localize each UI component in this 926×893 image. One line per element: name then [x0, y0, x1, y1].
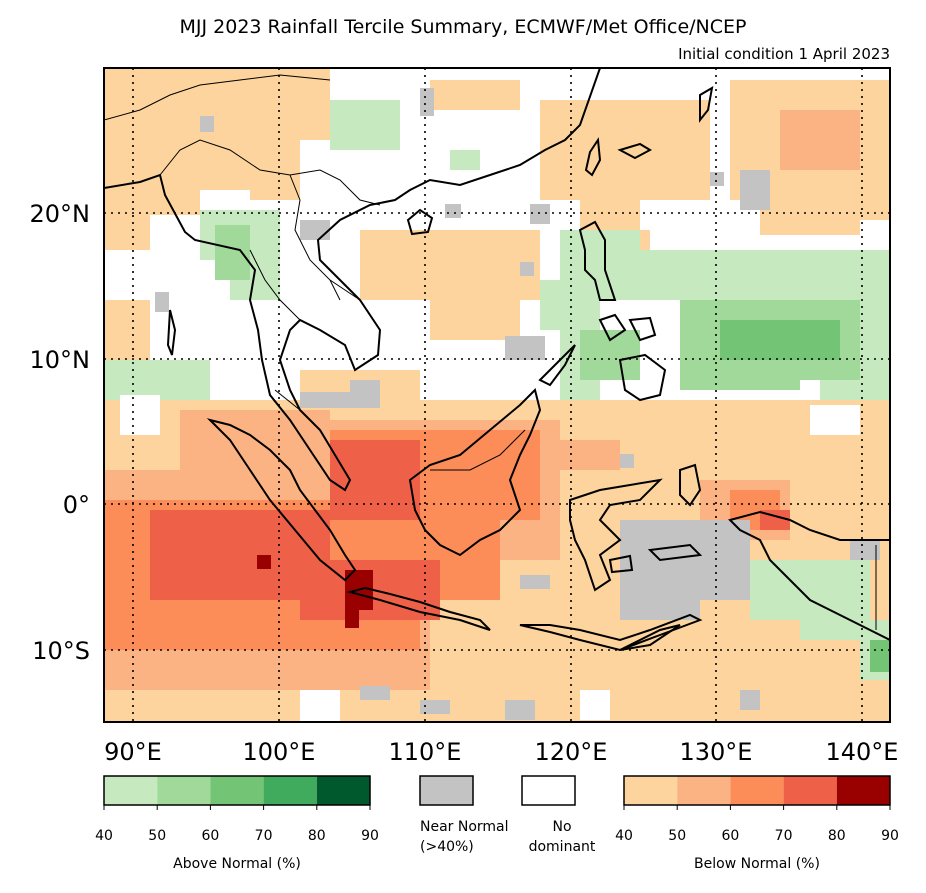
legend-below-normal: 40 50 60 70 80 90 Below Normal (%) — [615, 775, 899, 872]
latitude-labels: 20°N 10°N 0° 10°S — [30, 200, 91, 665]
legend-swatch-near-normal — [419, 775, 474, 806]
no-dominant-region — [104, 220, 890, 722]
legend-above-caption: Above Normal (%) — [173, 856, 301, 872]
coastlines — [104, 68, 890, 652]
longitude-labels: 90°E 100°E 110°E 120°E 130°E 140°E — [104, 738, 898, 766]
lon-label: 140°E — [826, 738, 899, 766]
legend-tick: 70 — [255, 828, 273, 844]
lat-label: 0° — [63, 491, 90, 519]
country-borders — [104, 74, 877, 630]
legend-tick: 90 — [881, 828, 899, 844]
lon-label: 100°E — [243, 738, 316, 766]
above-normal-60-70-region — [720, 320, 890, 672]
lat-label: 20°N — [30, 200, 91, 228]
legend-swatch-below-40-50 — [624, 776, 678, 805]
legend-tick: 60 — [721, 828, 739, 844]
legend-tick: 50 — [668, 828, 686, 844]
legend-tick: 90 — [361, 828, 379, 844]
legend-near-normal-sublabel: (>40%) — [420, 839, 474, 855]
legend-swatch-above-40-50 — [104, 776, 158, 805]
graticule — [104, 68, 890, 722]
legend-no-dominant: No dominant — [521, 775, 596, 855]
legend-near-normal: Near Normal (>40%) — [419, 775, 509, 855]
legend-above-normal: 40 50 60 70 80 90 Above Normal (%) — [95, 775, 379, 872]
initial-condition-label: Initial condition 1 April 2023 — [678, 45, 890, 63]
legend-swatch-below-60-70 — [730, 776, 784, 805]
legend-tick: 50 — [148, 828, 166, 844]
lon-label: 120°E — [535, 738, 608, 766]
legend-swatch-above-70-80 — [263, 776, 317, 805]
lon-label: 110°E — [389, 738, 462, 766]
legend-swatch-below-50-60 — [677, 776, 731, 805]
legend-tick: 80 — [308, 828, 326, 844]
near-normal-region — [155, 88, 880, 720]
legend-swatch-below-80-90 — [836, 776, 890, 805]
legend-tick: 40 — [95, 828, 113, 844]
legend-no-dominant-sublabel: dominant — [529, 839, 596, 855]
legend-tick: 70 — [775, 828, 793, 844]
legend-swatch-above-80-90 — [316, 776, 370, 805]
lat-label: 10°N — [30, 346, 91, 374]
legend-tick: 80 — [828, 828, 846, 844]
legend-tick: 60 — [201, 828, 219, 844]
legend-no-dominant-label: No — [552, 819, 571, 835]
map-frame — [103, 67, 891, 723]
legend-swatch-no-dominant — [521, 775, 576, 806]
lat-label: 10°S — [32, 637, 90, 665]
tercile-shading — [104, 68, 890, 722]
legend-tick: 40 — [615, 828, 633, 844]
legend-swatch-below-70-80 — [783, 776, 837, 805]
lon-label: 90°E — [104, 738, 162, 766]
legend-below-caption: Below Normal (%) — [694, 856, 820, 872]
lon-label: 130°E — [680, 738, 753, 766]
legend-swatch-above-50-60 — [157, 776, 211, 805]
map-title: MJJ 2023 Rainfall Tercile Summary, ECMWF… — [179, 16, 747, 38]
legend-near-normal-label: Near Normal — [420, 819, 509, 835]
legend-swatch-above-60-70 — [210, 776, 264, 805]
